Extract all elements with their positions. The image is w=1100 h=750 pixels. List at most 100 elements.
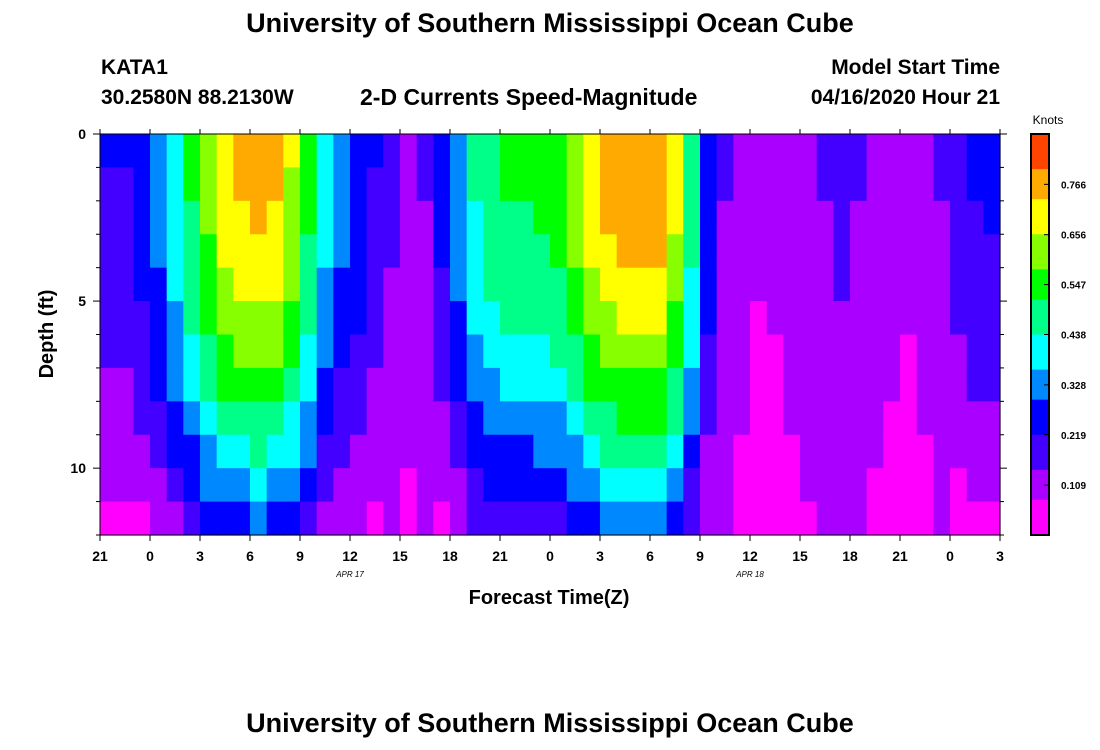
heatmap-cell: [500, 468, 518, 503]
colorbar-segment: [1031, 349, 1049, 356]
heatmap-cell: [816, 334, 834, 369]
heatmap-cell: [900, 134, 918, 169]
heatmap-cell: [416, 200, 434, 235]
heatmap-cell: [650, 434, 668, 469]
heatmap-cell: [500, 334, 518, 369]
colorbar-segment: [1031, 279, 1049, 285]
heatmap-cell: [750, 167, 768, 202]
heatmap-cell: [316, 134, 334, 169]
heatmap-cell: [966, 267, 984, 302]
heatmap-cell: [966, 434, 984, 469]
heatmap-cell: [650, 301, 668, 336]
colorbar-segment: [1031, 194, 1049, 200]
heatmap-cell: [100, 401, 118, 436]
heatmap-cell: [716, 367, 734, 402]
heatmap-cell: [516, 267, 534, 302]
heatmap-cell: [150, 501, 168, 536]
page-title: University of Southern Mississippi Ocean…: [246, 8, 854, 38]
heatmap-cell: [850, 468, 868, 503]
heatmap-cell: [466, 301, 484, 336]
heatmap-cell: [266, 301, 284, 336]
heatmap-cell: [750, 334, 768, 369]
heatmap-cell: [800, 401, 818, 436]
heatmap-cell: [616, 401, 634, 436]
heatmap-cell: [166, 267, 184, 302]
colorbar-segment: [1031, 289, 1049, 295]
heatmap-cell: [833, 501, 851, 536]
heatmap-cell: [616, 468, 634, 503]
heatmap-cell: [416, 234, 434, 269]
colorbar-segment: [1031, 274, 1049, 280]
heatmap-cell: [583, 200, 601, 235]
heatmap-cell: [233, 200, 251, 235]
heatmap-cell: [350, 367, 368, 402]
heatmap-cell: [666, 301, 684, 336]
colorbar-segment: [1031, 394, 1049, 401]
heatmap-cell: [500, 167, 518, 202]
heatmap-cell: [800, 468, 818, 503]
heatmap-cell: [366, 334, 384, 369]
heatmap-cell: [416, 134, 434, 169]
heatmap-cell: [950, 134, 968, 169]
heatmap-cell: [883, 134, 901, 169]
heatmap-cell: [500, 134, 518, 169]
heatmap-cell: [866, 200, 884, 235]
heatmap-cell: [200, 301, 218, 336]
colorbar-segment: [1031, 439, 1049, 446]
heatmap-cell: [100, 334, 118, 369]
heatmap-cell: [183, 367, 201, 402]
heatmap-cell: [300, 501, 318, 536]
heatmap-cell: [733, 468, 751, 503]
heatmap-cell: [250, 134, 268, 169]
heatmap-cell: [366, 234, 384, 269]
heatmap-cell: [916, 501, 934, 536]
heatmap-cell: [150, 267, 168, 302]
colorbar-segment: [1031, 149, 1049, 155]
heatmap-cell: [916, 367, 934, 402]
colorbar-segment: [1031, 244, 1049, 250]
colorbar-segment: [1031, 314, 1049, 321]
x-tick-label: 21: [492, 548, 508, 564]
heatmap-cell: [450, 334, 468, 369]
heatmap-cell: [333, 367, 351, 402]
heatmap-cell: [400, 468, 418, 503]
heatmap-cell: [766, 301, 784, 336]
heatmap-cell: [966, 468, 984, 503]
heatmap-cell: [683, 434, 701, 469]
heatmap-cell: [116, 468, 134, 503]
x-tick-label: 0: [946, 548, 954, 564]
heatmap-cell: [983, 234, 1001, 269]
heatmap-cell: [466, 200, 484, 235]
heatmap-cell: [900, 434, 918, 469]
y-tick-label: 10: [70, 460, 86, 476]
heatmap-cell: [166, 367, 184, 402]
heatmap-cell: [316, 434, 334, 469]
heatmap-cell: [533, 134, 551, 169]
heatmap-cell: [666, 434, 684, 469]
heatmap-cell: [533, 200, 551, 235]
heatmap-cell: [400, 134, 418, 169]
heatmap-cell: [733, 301, 751, 336]
heatmap-cell: [983, 334, 1001, 369]
heatmap-cell: [750, 401, 768, 436]
heatmap-cell: [783, 301, 801, 336]
heatmap-cell: [433, 468, 451, 503]
heatmap-cell: [516, 334, 534, 369]
heatmap-cell: [716, 401, 734, 436]
heatmap-cell: [133, 401, 151, 436]
heatmap-cell: [683, 367, 701, 402]
heatmap-cell: [983, 301, 1001, 336]
heatmap-cell: [700, 200, 718, 235]
heatmap-cell: [433, 301, 451, 336]
heatmap-cell: [583, 334, 601, 369]
heatmap-cell: [833, 234, 851, 269]
heatmap-cell: [783, 134, 801, 169]
heatmap-cell: [966, 401, 984, 436]
heatmap-cell: [650, 367, 668, 402]
x-tick-label: 3: [596, 548, 604, 564]
heatmap-cell: [266, 434, 284, 469]
heatmap-cell: [100, 501, 118, 536]
colorbar-segment: [1031, 224, 1049, 230]
colorbar-segment: [1031, 409, 1049, 416]
heatmap-cell: [950, 334, 968, 369]
